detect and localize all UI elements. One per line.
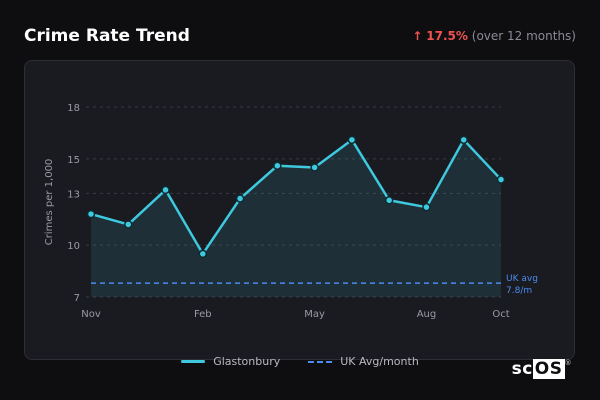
change-note: (over 12 months) bbox=[471, 29, 576, 43]
data-point[interactable] bbox=[86, 209, 96, 219]
x-tick-label: Oct bbox=[492, 309, 509, 320]
data-point[interactable] bbox=[310, 163, 319, 172]
series-area bbox=[91, 139, 501, 297]
y-tick-label: 7 bbox=[74, 293, 80, 304]
chart-panel bbox=[24, 60, 575, 360]
data-points bbox=[86, 135, 506, 259]
legend-swatch-dashed bbox=[308, 360, 333, 363]
data-point[interactable] bbox=[273, 161, 282, 170]
data-point[interactable] bbox=[384, 196, 394, 205]
change-percent: 17.5% bbox=[426, 29, 468, 43]
change-indicator: ↑ 17.5% (over 12 months) bbox=[412, 29, 576, 43]
x-tick-labels: Nov Feb May Aug Oct bbox=[81, 309, 509, 320]
data-point[interactable] bbox=[422, 202, 431, 212]
legend-item-glastonbury: Glastonbury bbox=[181, 355, 280, 368]
data-point[interactable] bbox=[198, 249, 208, 259]
legend-label-glastonbury: Glastonbury bbox=[213, 355, 281, 368]
legend-item-uk-avg: UK Avg/month bbox=[308, 355, 419, 368]
grid-lines bbox=[86, 106, 501, 298]
uk-avg-annotation-line1: UK avg bbox=[506, 274, 538, 284]
chart-title: Crime Rate Trend bbox=[24, 26, 190, 46]
up-arrow-icon: ↑ bbox=[412, 29, 423, 43]
series-line-glastonbury bbox=[90, 138, 502, 256]
y-tick-label: 15 bbox=[67, 155, 80, 166]
y-axis-label: Crimes per 1,000 bbox=[44, 159, 55, 246]
data-point[interactable] bbox=[496, 175, 506, 184]
y-tick-label: 18 bbox=[67, 103, 80, 114]
legend-swatch-solid bbox=[181, 360, 206, 363]
data-point[interactable] bbox=[459, 135, 468, 145]
y-tick-label: 10 bbox=[67, 241, 80, 252]
data-point[interactable] bbox=[161, 185, 170, 195]
data-point[interactable] bbox=[124, 220, 133, 229]
y-tick-labels: 7 10 13 15 18 bbox=[67, 103, 80, 304]
data-point[interactable] bbox=[347, 135, 357, 145]
scos-logo: sc OS ® bbox=[511, 359, 572, 379]
x-tick-label: Nov bbox=[81, 309, 101, 320]
x-tick-label: May bbox=[304, 309, 325, 320]
legend: Glastonbury UK Avg/month bbox=[0, 355, 600, 368]
x-tick-label: Feb bbox=[194, 309, 212, 320]
y-tick-label: 13 bbox=[67, 189, 80, 200]
legend-label-uk-avg: UK Avg/month bbox=[340, 355, 419, 368]
data-point[interactable] bbox=[235, 194, 245, 203]
uk-avg-annotation-line2: 7.8/m bbox=[506, 286, 532, 296]
x-tick-label: Aug bbox=[417, 309, 437, 320]
